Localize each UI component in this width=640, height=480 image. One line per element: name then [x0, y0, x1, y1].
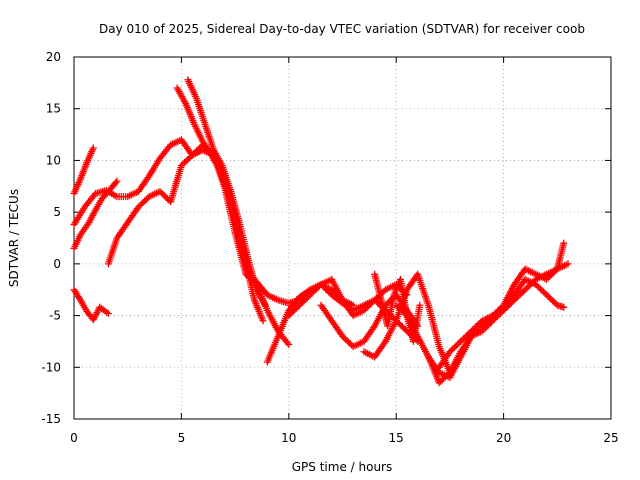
y-tick-label: -5 [49, 309, 61, 323]
y-tick-label: 0 [53, 257, 61, 271]
data-point [560, 239, 568, 247]
y-tick-label: 20 [46, 50, 61, 64]
data-point [112, 179, 120, 187]
series-track-i [285, 275, 411, 320]
x-tick-label: 5 [178, 431, 186, 445]
x-tick-label: 25 [603, 431, 618, 445]
data-point [113, 177, 121, 185]
series-track-f [173, 84, 267, 325]
chart-title: Day 010 of 2025, Sidereal Day-to-day VTE… [99, 22, 585, 36]
series-group [70, 76, 572, 387]
data-point [560, 303, 568, 311]
y-tick-label: -15 [41, 412, 61, 426]
y-tick-label: 10 [46, 153, 61, 167]
plot-frame [73, 56, 612, 420]
data-point [285, 341, 293, 349]
series-track-o [435, 239, 568, 371]
series-track-n [424, 275, 568, 387]
data-point [283, 339, 291, 347]
series-track-c [70, 177, 121, 252]
series-track-b [70, 286, 112, 324]
data-point [416, 301, 424, 309]
y-tick-label: 5 [53, 205, 61, 219]
data-point [261, 301, 269, 309]
y-tick-label: -10 [41, 360, 61, 374]
x-tick-label: 20 [496, 431, 511, 445]
series-track-g [184, 76, 269, 309]
y-tick-label: 15 [46, 102, 61, 116]
axis-ticks: 0 5 10 15 20 25 -15 -10 -5 0 5 10 15 20 [41, 50, 618, 445]
x-tick-label: 15 [389, 431, 404, 445]
x-axis-label: GPS time / hours [292, 460, 393, 474]
data-point [259, 317, 267, 325]
grid [74, 57, 611, 419]
data-point [89, 144, 97, 152]
x-tick-label: 0 [70, 431, 78, 445]
y-axis-label: SDTVAR / TECUs [7, 189, 21, 287]
data-point [564, 260, 572, 268]
x-tick-label: 10 [281, 431, 296, 445]
data-point [104, 310, 112, 318]
series-track-a [70, 144, 97, 198]
